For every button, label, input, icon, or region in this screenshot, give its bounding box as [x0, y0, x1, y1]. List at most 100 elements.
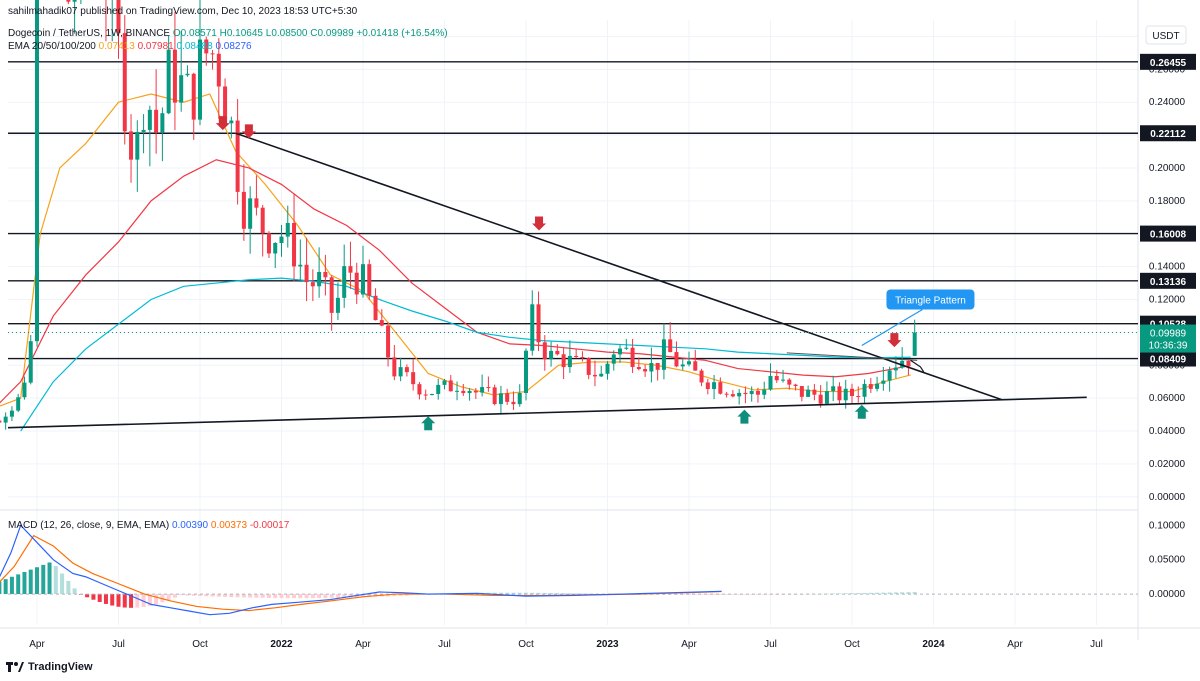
candle-body: [586, 358, 591, 375]
tradingview-icon: [6, 662, 24, 672]
macd-histogram-bar: [856, 593, 861, 595]
time-tick-label: Apr: [29, 639, 45, 650]
signal-value: 0.00373: [210, 520, 248, 531]
candle-body: [404, 367, 409, 373]
candle-body: [66, 0, 71, 2]
macd-histogram-bar: [730, 594, 735, 595]
time-tick-label: Jul: [112, 639, 125, 650]
candle-body: [229, 120, 234, 124]
candle-body: [599, 373, 604, 377]
macd-tick-label: 0.05000: [1149, 555, 1186, 566]
support-arrow-up: [421, 416, 436, 431]
candle-body: [3, 416, 8, 423]
candle-body: [235, 120, 240, 192]
candle-body: [549, 350, 554, 360]
candle-body: [605, 363, 610, 374]
macd-histogram-bar: [116, 594, 121, 607]
candle-body: [574, 355, 579, 357]
candle-body: [473, 390, 478, 393]
level-price-tag: [1140, 350, 1196, 367]
candle-body: [185, 73, 190, 76]
macd-histogram-bar: [743, 594, 748, 595]
candle-body: [216, 53, 221, 87]
ohlc-low: L0.08500: [265, 28, 308, 39]
candle-body: [818, 394, 823, 404]
level-price-tag: [1140, 272, 1196, 289]
macd-histogram-bar: [831, 593, 836, 595]
candle-body: [411, 372, 416, 385]
macd-histogram-bar: [887, 592, 892, 595]
macd-histogram-bar: [498, 592, 503, 595]
macd-histogram-bar: [348, 594, 353, 598]
candle-body: [687, 361, 691, 365]
resistance-arrow-down: [887, 333, 902, 348]
callout-text: Triangle Pattern: [895, 295, 966, 306]
macd-histogram-bar: [517, 592, 522, 595]
candle-body: [461, 390, 466, 394]
macd-histogram-bar: [505, 592, 510, 595]
macd-histogram-bar: [900, 592, 905, 595]
candle-body: [141, 129, 146, 132]
candle-body: [160, 113, 165, 133]
level-price-label: 0.08409: [1150, 355, 1187, 366]
macd-histogram-bar: [335, 594, 340, 598]
macd-histogram-bar: [705, 594, 710, 595]
candle-body: [204, 39, 209, 54]
candle-body: [737, 392, 742, 397]
macd-histogram-bar: [580, 593, 585, 595]
candle-body: [248, 198, 253, 229]
candle-body: [831, 386, 836, 392]
macd-histogram-bar: [586, 593, 591, 595]
candle-body: [611, 354, 616, 364]
resistance-arrow-down: [215, 116, 230, 131]
level-price-label: 0.16008: [1150, 230, 1187, 241]
candle-body: [166, 49, 171, 114]
macd-histogram-bar: [530, 592, 535, 595]
price-tick-label: 0.20000: [1149, 163, 1186, 174]
macd-histogram-bar: [248, 594, 253, 598]
level-price-label: 0.13136: [1150, 277, 1187, 288]
candle-body: [147, 109, 152, 130]
macd-histogram-bar: [166, 594, 171, 601]
candle-body: [348, 266, 353, 273]
time-tick-label: Apr: [355, 639, 371, 650]
macd-histogram-bar: [737, 594, 742, 595]
candle-body: [417, 384, 422, 395]
macd-legend: MACD (12, 26, close, 9, EMA, EMA) 0.0039…: [8, 520, 290, 531]
candle-body: [423, 394, 428, 396]
price-tick-label: 0.24000: [1149, 97, 1186, 108]
macd-histogram-bar: [749, 594, 754, 595]
candle-body: [492, 387, 497, 405]
candle-body: [198, 39, 202, 120]
callout-pointer: [861, 308, 923, 347]
macd-histogram-bar: [285, 594, 290, 599]
candle-body: [467, 390, 472, 394]
price-tick-label: 0.06000: [1149, 393, 1186, 404]
candle-body: [505, 393, 510, 402]
time-tick-label: Apr: [1007, 639, 1023, 650]
macd-histogram-bar: [392, 594, 397, 597]
candle-body: [630, 347, 635, 368]
macd-histogram-bar: [147, 594, 152, 606]
price-tick-label: 0.18000: [1149, 196, 1186, 207]
macd-histogram-bar: [223, 594, 228, 597]
macd-histogram-bar: [91, 594, 96, 600]
macd-histogram-bar: [154, 594, 159, 605]
macd-histogram-bar: [141, 594, 146, 607]
time-tick-label: Oct: [192, 639, 208, 650]
ema-50-line: [0, 159, 911, 404]
candle-body: [749, 390, 754, 395]
macd-histogram-bar: [129, 594, 134, 608]
candle-body: [542, 342, 547, 360]
candle-body: [718, 382, 723, 394]
ema-20-line: [0, 93, 911, 407]
macd-histogram-bar: [906, 592, 911, 595]
ohlc-high: H0.10645: [219, 28, 263, 39]
candle-body: [812, 389, 817, 395]
macd-signal-line: [0, 534, 722, 612]
time-tick-label: Oct: [518, 639, 534, 650]
candle-body: [705, 382, 710, 390]
macd-histogram-bar: [103, 594, 108, 604]
macd-tick-label: 0.10000: [1149, 520, 1186, 531]
